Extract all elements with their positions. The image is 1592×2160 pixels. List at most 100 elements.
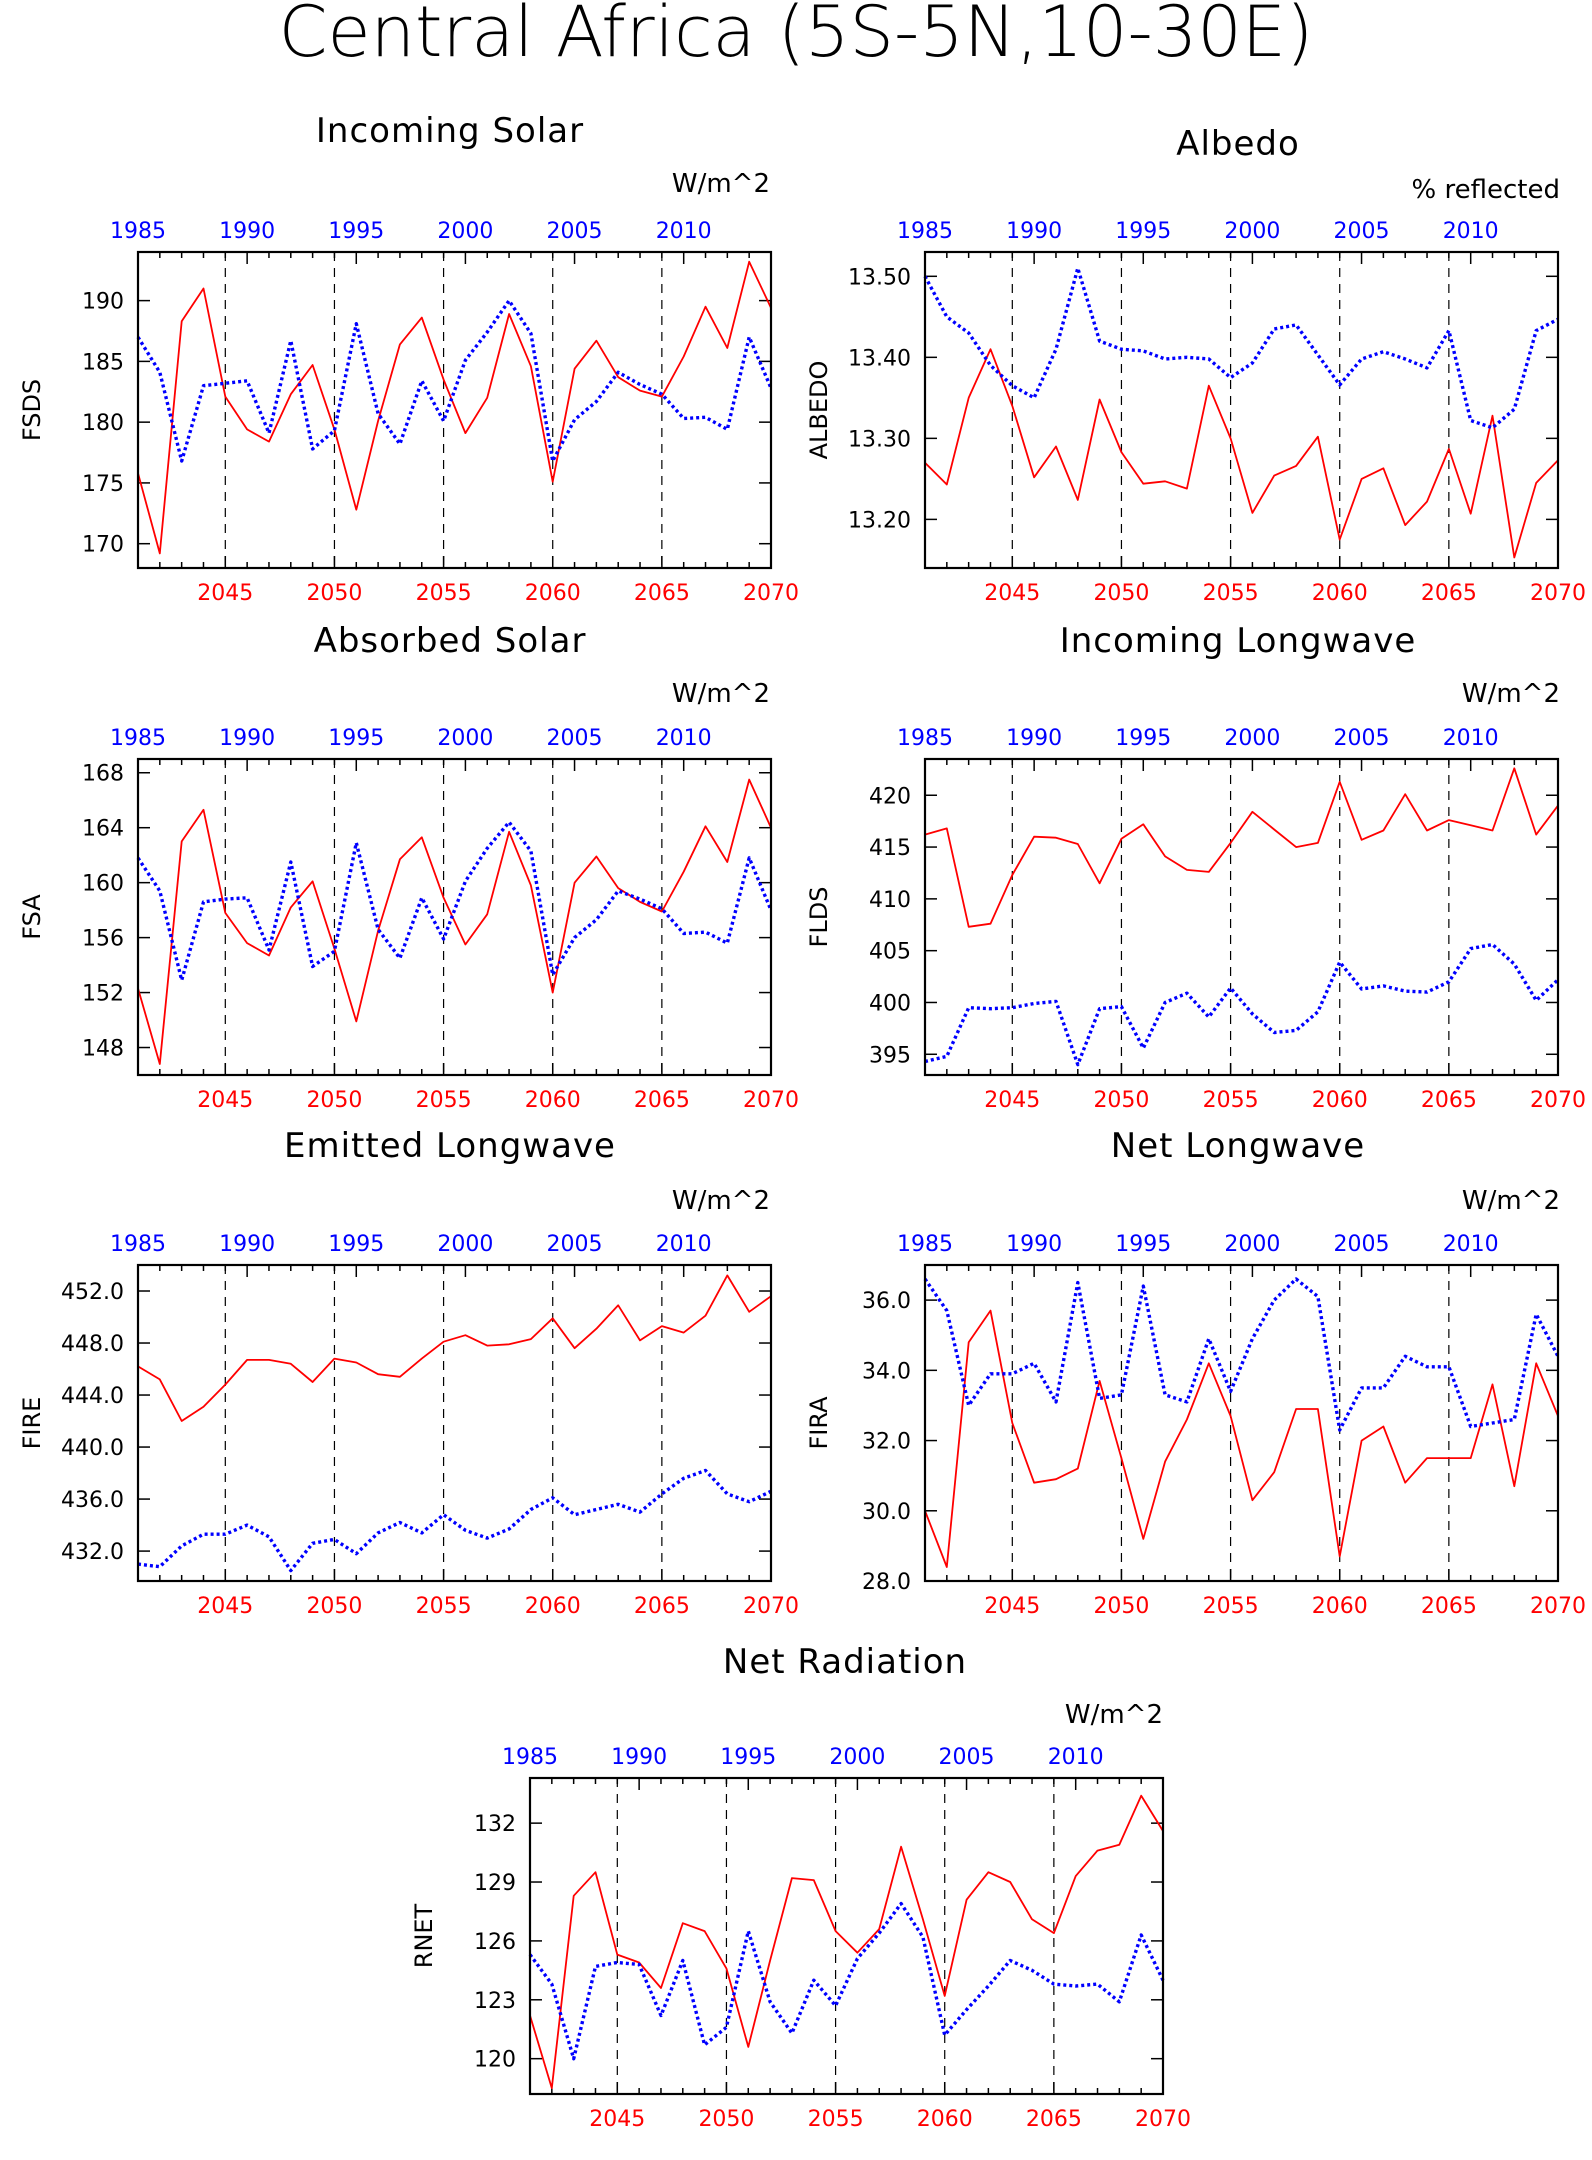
x-tick-label-bottom: 2065: [634, 1594, 690, 1619]
plot-frame: [136, 1263, 773, 1583]
units-label: % reflected: [1412, 175, 1560, 205]
y-tick-label: 432.0: [61, 1540, 124, 1565]
x-tick-label-top: 1995: [1115, 1232, 1171, 1257]
x-tick-label-top: 2005: [1334, 1232, 1390, 1257]
y-tick-label: 405: [869, 940, 911, 965]
y-axis-label: FIRA: [805, 1396, 833, 1450]
units-label: W/m^2: [672, 1186, 770, 1216]
x-tick-label-bottom: 2070: [1530, 1088, 1586, 1113]
y-tick-label: 448.0: [61, 1332, 124, 1357]
x-tick-label-top: 1990: [611, 1745, 667, 1770]
x-tick-label-bottom: 2045: [984, 1088, 1040, 1113]
x-tick-label-bottom: 2065: [634, 1088, 690, 1113]
y-tick-label: 126: [474, 1930, 516, 1955]
x-tick-label-top: 2010: [1443, 1232, 1499, 1257]
x-tick-label-bottom: 2050: [306, 1594, 362, 1619]
x-tick-label-top: 1985: [897, 1232, 953, 1257]
x-tick-label-top: 2005: [547, 726, 603, 751]
series-line-future: [137, 260, 772, 555]
x-tick-label-top: 2005: [939, 1745, 995, 1770]
y-tick-label: 34.0: [862, 1359, 911, 1384]
y-tick-label: 28.0: [862, 1570, 911, 1595]
panel-fsa: Absorbed Solar W/m^2 FSA 2045 2050 2055 2060 20…: [18, 621, 799, 1113]
x-tick-label-bottom: 2060: [1312, 1088, 1368, 1113]
y-tick-label: 440.0: [61, 1436, 124, 1461]
y-tick-label: 444.0: [61, 1384, 124, 1409]
y-tick-label: 395: [869, 1043, 911, 1068]
panel-title: Net Longwave: [1111, 1126, 1365, 1166]
x-tick-label-top: 1995: [328, 219, 384, 244]
y-tick-label: 36.0: [862, 1289, 911, 1314]
units-label: W/m^2: [1462, 1186, 1560, 1216]
y-tick-label: 132: [474, 1812, 516, 1837]
x-tick-label-bottom: 2060: [1312, 581, 1368, 606]
x-tick-label-bottom: 2045: [197, 1594, 253, 1619]
x-tick-label-bottom: 2065: [1421, 1088, 1477, 1113]
panel-fire: Emitted Longwave W/m^2 FIRE 2045 2050 2055 206…: [18, 1126, 799, 1619]
x-tick-label-bottom: 2045: [984, 1594, 1040, 1619]
y-tick-label: 190: [82, 290, 124, 315]
x-tick-label-bottom: 2070: [743, 581, 799, 606]
x-tick-label-bottom: 2050: [1093, 1594, 1149, 1619]
x-tick-label-bottom: 2045: [984, 581, 1040, 606]
series-line-past: [924, 942, 1560, 1067]
x-tick-label-bottom: 2050: [698, 2107, 754, 2132]
x-tick-label-top: 1995: [328, 726, 384, 751]
x-tick-label-bottom: 2050: [306, 581, 362, 606]
x-tick-label-top: 1985: [897, 219, 953, 244]
y-tick-label: 32.0: [862, 1430, 911, 1455]
x-tick-label-bottom: 2065: [1026, 2107, 1082, 2132]
x-tick-label-top: 2010: [656, 219, 712, 244]
panel-title: Incoming Solar: [316, 111, 584, 151]
panel-flds: Incoming Longwave W/m^2 FLDS 2045 2050 2055 20…: [805, 621, 1586, 1113]
y-axis-label: FLDS: [805, 887, 833, 948]
y-axis-label: FSA: [18, 894, 46, 940]
x-tick-label-bottom: 2050: [1093, 581, 1149, 606]
units-label: W/m^2: [1462, 679, 1560, 709]
y-tick-label: 13.30: [848, 427, 911, 452]
x-tick-label-top: 2005: [1334, 219, 1390, 244]
x-tick-label-bottom: 2060: [917, 2107, 973, 2132]
x-tick-label-bottom: 2070: [743, 1088, 799, 1113]
x-tick-label-bottom: 2055: [1203, 1594, 1259, 1619]
y-tick-label: 164: [82, 817, 124, 842]
x-tick-label-bottom: 2045: [197, 1088, 253, 1113]
x-tick-label-bottom: 2055: [416, 581, 472, 606]
y-tick-label: 123: [474, 1989, 516, 2014]
plot-frame: [923, 757, 1560, 1077]
x-tick-label-top: 1985: [897, 726, 953, 751]
series-line-past: [137, 1468, 772, 1573]
y-tick-label: 129: [474, 1871, 516, 1896]
series-line-past: [923, 1277, 1560, 1432]
x-tick-label-top: 2000: [437, 726, 493, 751]
x-tick-label-top: 1995: [328, 1232, 384, 1257]
series-line-future: [137, 778, 772, 1065]
x-tick-label-top: 2010: [656, 726, 712, 751]
series-line-future: [924, 1309, 1559, 1568]
x-tick-label-top: 1995: [1115, 726, 1171, 751]
panels: Incoming Solar W/m^2 FSDS 2045 2050 2055 2060 2…: [18, 111, 1586, 2132]
figure-title: Central Africa (5S-5N,10-30E): [279, 0, 1314, 73]
y-tick-label: 160: [82, 872, 124, 897]
units-label: W/m^2: [672, 169, 770, 199]
x-tick-label-bottom: 2065: [634, 581, 690, 606]
y-axis-label: FIRE: [18, 1397, 46, 1450]
y-tick-label: 13.40: [848, 346, 911, 371]
y-axis-label: RNET: [410, 1903, 438, 1968]
series-line-future: [924, 767, 1559, 928]
plot-frame: [923, 1263, 1560, 1583]
x-tick-label-bottom: 2070: [1135, 2107, 1191, 2132]
plot-frame: [528, 1776, 1165, 2096]
series-line-future: [924, 348, 1559, 559]
series-line-past: [136, 298, 773, 463]
y-tick-label: 168: [82, 762, 124, 787]
plot-frame: [136, 757, 773, 1077]
x-tick-label-bottom: 2055: [416, 1088, 472, 1113]
panel-title: Absorbed Solar: [314, 621, 587, 661]
panel-albedo: Albedo % reflected ALBEDO 2045 2050 2055 2060 2…: [805, 124, 1586, 606]
x-tick-label-bottom: 2065: [1421, 581, 1477, 606]
x-tick-label-top: 1985: [110, 1232, 166, 1257]
x-tick-label-top: 2005: [1334, 726, 1390, 751]
x-tick-label-top: 1990: [219, 726, 275, 751]
